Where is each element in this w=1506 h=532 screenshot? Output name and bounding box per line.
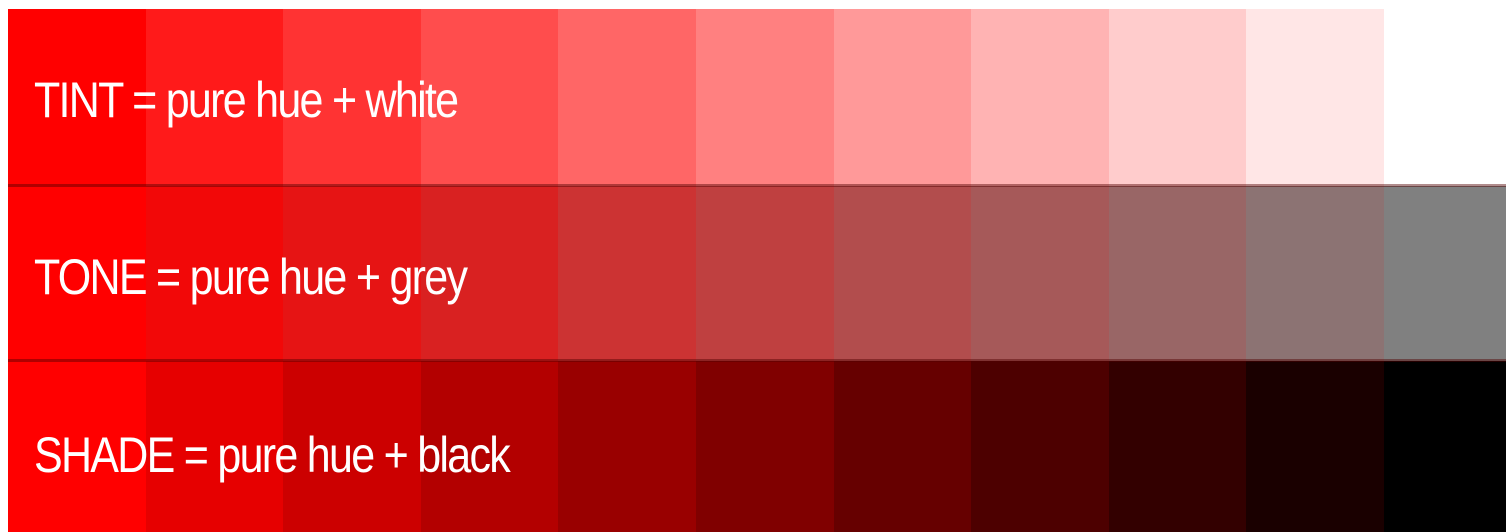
shade-swatch-5 — [558, 361, 696, 532]
tint-swatch-4 — [420, 9, 559, 186]
shade-swatch-8 — [971, 361, 1109, 532]
tone-swatch-3 — [283, 186, 421, 361]
shade-swatch-6 — [695, 361, 834, 532]
tone-swatch-4 — [420, 186, 559, 361]
shade-swatch-3 — [283, 361, 421, 532]
shade-swatch-9 — [1108, 361, 1247, 532]
tone-label: TONE = pure hue + grey — [34, 249, 468, 305]
shade-swatch-2 — [145, 361, 284, 532]
tint-swatch-3 — [283, 9, 421, 186]
tint-band — [8, 9, 1506, 186]
tint-swatch-2 — [145, 9, 284, 186]
band-divider — [8, 359, 1506, 362]
tint-swatch-1 — [8, 9, 146, 186]
tint-label: TINT = pure hue + white — [34, 72, 459, 128]
shade-swatch-10 — [1246, 361, 1384, 532]
tint-swatch-8 — [971, 9, 1109, 186]
tone-swatch-10 — [1246, 186, 1384, 361]
tint-swatch-11 — [1383, 9, 1506, 186]
shade-swatch-4 — [420, 361, 559, 532]
tint-swatch-5 — [558, 9, 696, 186]
shade-band — [8, 361, 1506, 532]
tint-swatch-9 — [1108, 9, 1247, 186]
shade-label: SHADE = pure hue + black — [34, 427, 511, 483]
tone-swatch-9 — [1108, 186, 1247, 361]
shade-swatch-1 — [8, 361, 146, 532]
tone-swatch-1 — [8, 186, 146, 361]
band-divider — [8, 184, 1506, 187]
tone-swatch-6 — [695, 186, 834, 361]
tone-swatch-7 — [833, 186, 972, 361]
tone-swatch-8 — [971, 186, 1109, 361]
shade-swatch-7 — [833, 361, 972, 532]
tint-swatch-6 — [695, 9, 834, 186]
tone-swatch-2 — [145, 186, 284, 361]
tone-swatch-11 — [1383, 186, 1506, 361]
tint-swatch-10 — [1246, 9, 1384, 186]
tint-swatch-7 — [833, 9, 972, 186]
tone-swatch-5 — [558, 186, 696, 361]
shade-swatch-11 — [1383, 361, 1506, 532]
tone-band — [8, 186, 1506, 361]
